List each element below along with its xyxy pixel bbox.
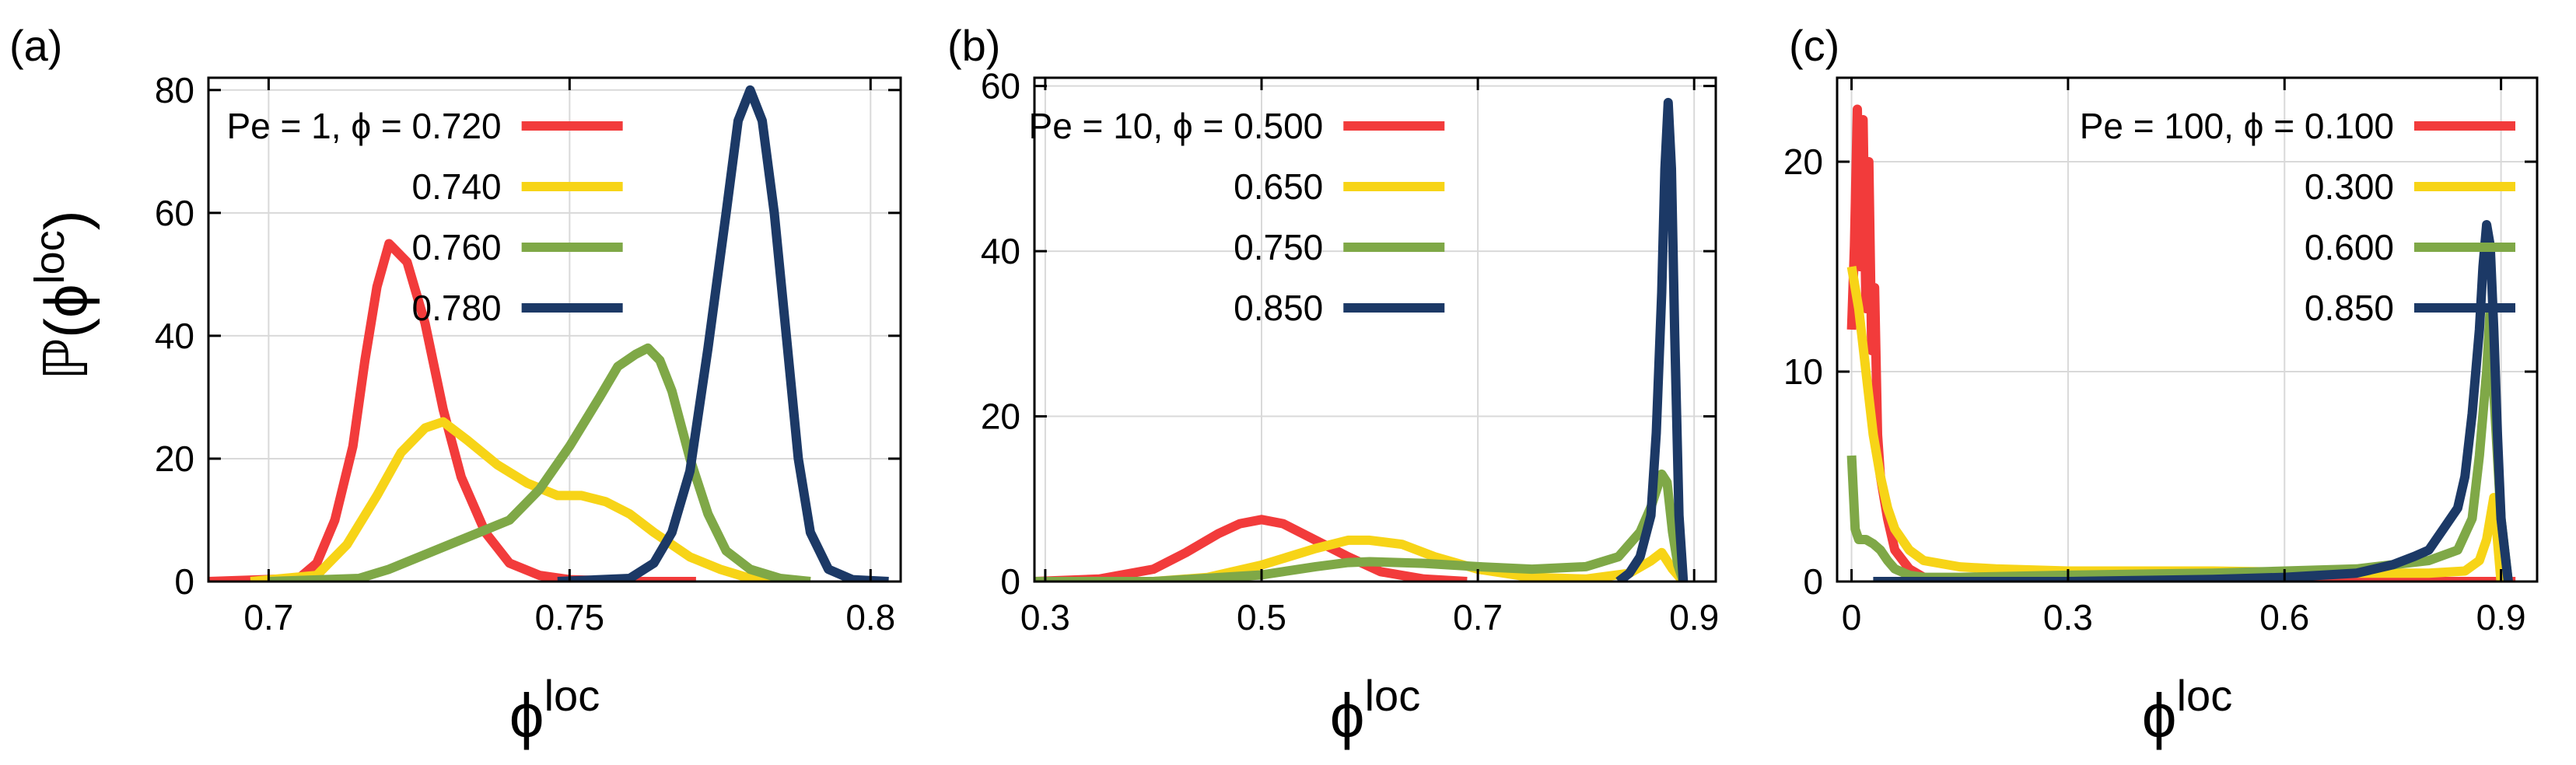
legend: Pe = 10, ϕ = 0.500 0.650 0.750 0.850 (1029, 106, 1445, 328)
y-tick-label: 80 (155, 70, 194, 110)
y-axis-label: ℙ(ϕloc) (26, 210, 100, 380)
y-axis-label-main: ℙ(ϕ (32, 284, 100, 380)
y-tick-label: 0 (174, 561, 194, 602)
series-group (1846, 104, 2516, 582)
series-line-0.500 (1034, 515, 1468, 582)
series-line-0.850 (1615, 97, 1689, 582)
legend-value: 0.740 (412, 166, 502, 207)
series-group (1034, 97, 1689, 582)
legend-label: 0.300 (2305, 166, 2394, 207)
grid (1837, 78, 2537, 582)
panel-c: (c) 0 0.3 0.6 0.9 0 10 20 ϕloc Pe = 100, ϕ = 0.10… (1783, 21, 2539, 750)
legend-value: 0.650 (1234, 166, 1323, 207)
legend-value: 0.760 (412, 227, 502, 267)
y-axis-label-superscript: loc (26, 230, 73, 284)
legend-label: Pe = 10, ϕ = 0.500 (1029, 106, 1324, 146)
panel-b: (b) 0.3 0.5 0.7 0.9 0 20 40 60 ϕloc Pe = 10, ϕ = 0… (947, 21, 1719, 750)
legend-value: 0.300 (2305, 166, 2394, 207)
x-tick-label: 0.6 (2259, 597, 2309, 638)
x-axis-label-superscript: loc (544, 671, 600, 720)
legend: Pe = 1, ϕ = 0.720 0.740 0.760 0.780 (226, 106, 623, 328)
panel-label: (a) (9, 21, 62, 70)
plot-frame (1033, 76, 1717, 583)
x-axis-label-superscript: loc (2177, 671, 2233, 720)
legend-prefix: Pe = 100, ϕ = (2080, 106, 2305, 146)
y-tick-label: 0 (1000, 561, 1020, 602)
legend-label: 0.750 (1234, 227, 1323, 267)
y-tick-label: 40 (981, 231, 1020, 271)
series-line-0.650 (1034, 535, 1687, 582)
legend-value: 0.100 (2305, 106, 2394, 146)
legend-label: 0.760 (412, 227, 502, 267)
panel-label: (c) (1789, 21, 1839, 70)
series-line-0.750 (1034, 469, 1688, 582)
grid (1034, 78, 1716, 582)
series-line-0.100 (1846, 104, 2516, 582)
y-tick-label: 20 (155, 438, 194, 479)
legend-value: 0.500 (1234, 106, 1323, 146)
x-tick-label: 0.3 (1020, 597, 1070, 638)
legend: Pe = 100, ϕ = 0.100 0.300 0.600 0.850 (2080, 106, 2515, 328)
legend-label: Pe = 1, ϕ = 0.720 (226, 106, 501, 146)
y-tick-label: 20 (981, 396, 1020, 437)
legend-value: 0.780 (412, 288, 502, 328)
panel-label: (b) (947, 21, 1000, 70)
plot-frame (207, 76, 902, 583)
x-tick-label: 0.8 (845, 597, 895, 638)
series-group (208, 85, 889, 582)
legend-value: 0.600 (2305, 227, 2394, 267)
legend-value: 0.850 (2305, 288, 2394, 328)
legend-label: 0.650 (1234, 166, 1323, 207)
y-tick-label: 60 (155, 193, 194, 233)
series-line-0.780 (557, 85, 889, 582)
series-line-0.760 (268, 343, 811, 582)
x-tick-label: 0.75 (535, 597, 605, 638)
legend-value: 0.750 (1234, 227, 1323, 267)
legend-label: 0.850 (2305, 288, 2394, 328)
x-tick-label: 0.3 (2043, 597, 2093, 638)
x-tick-label: 0.7 (1453, 597, 1503, 638)
x-tick-label: 0.5 (1237, 597, 1286, 638)
legend-prefix: Pe = 10, ϕ = (1029, 106, 1234, 146)
x-axis-label: ϕloc (1330, 671, 1420, 750)
x-axis-label-superscript: loc (1365, 671, 1421, 720)
series-line-0.300 (1846, 265, 2506, 582)
legend-prefix: Pe = 1, ϕ = (226, 106, 411, 146)
series-line-0.720 (208, 239, 696, 582)
x-axis-label-main: ϕ (509, 681, 544, 750)
x-axis-label-main: ϕ (1330, 681, 1365, 750)
y-tick-label: 0 (1803, 561, 1823, 602)
series-line-0.600 (1846, 304, 2513, 582)
y-tick-label: 20 (1783, 141, 1823, 182)
grid (208, 78, 901, 582)
legend-label: 0.600 (2305, 227, 2394, 267)
x-tick-label: 0.9 (1669, 597, 1719, 638)
x-axis-label: ϕloc (509, 671, 600, 750)
x-tick-label: 0.9 (2476, 597, 2526, 638)
y-tick-label: 10 (1783, 351, 1823, 392)
y-tick-label: 60 (981, 66, 1020, 107)
series-line-0.850 (1873, 220, 2513, 582)
legend-value: 0.720 (412, 106, 502, 146)
plot-frame (1836, 76, 2539, 583)
legend-label: 0.740 (412, 166, 502, 207)
x-tick-label: 0.7 (243, 597, 293, 638)
legend-value: 0.850 (1234, 288, 1323, 328)
x-axis-label-main: ϕ (2142, 681, 2177, 750)
series-line-0.740 (250, 417, 811, 582)
legend-label: 0.850 (1234, 288, 1323, 328)
x-tick-label: 0 (1842, 597, 1862, 638)
y-tick-label: 40 (155, 316, 194, 356)
legend-label: 0.780 (412, 288, 502, 328)
y-axis-label-close: ) (32, 210, 100, 230)
x-axis-label: ϕloc (2142, 671, 2232, 750)
legend-label: Pe = 100, ϕ = 0.100 (2080, 106, 2394, 146)
